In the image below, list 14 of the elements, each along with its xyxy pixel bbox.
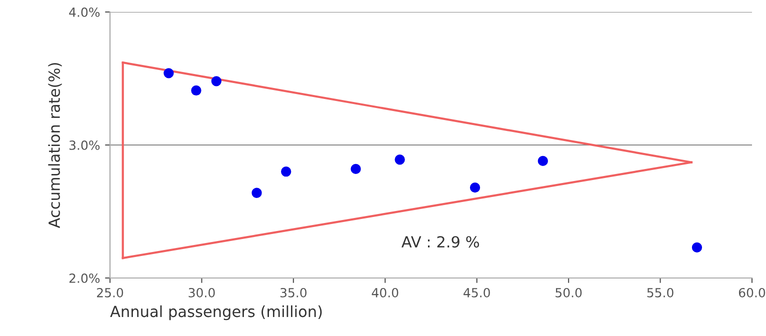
x-tick-label: 35.0 (280, 288, 307, 298)
x-tick-label: 30.0 (188, 288, 215, 298)
x-tick-label: 60.0 (738, 288, 766, 298)
y-tick-label: 3.0% (69, 140, 100, 150)
x-tick-label: 50.0 (556, 288, 582, 298)
y-axis-title: Accumulation rate(%) (48, 63, 62, 228)
x-axis-title: Annual passengers (million) (110, 305, 322, 320)
x-tick-label: 55.0 (647, 288, 674, 298)
y-tick-label: 4.0% (69, 7, 100, 17)
x-tick-label: 25.0 (97, 288, 124, 298)
x-tick-label: 45.0 (464, 288, 490, 298)
y-tick-label: 2.0% (69, 273, 100, 283)
annotation: AV : 2.9 % (402, 236, 480, 248)
x-tick-label: 40.0 (372, 288, 398, 298)
